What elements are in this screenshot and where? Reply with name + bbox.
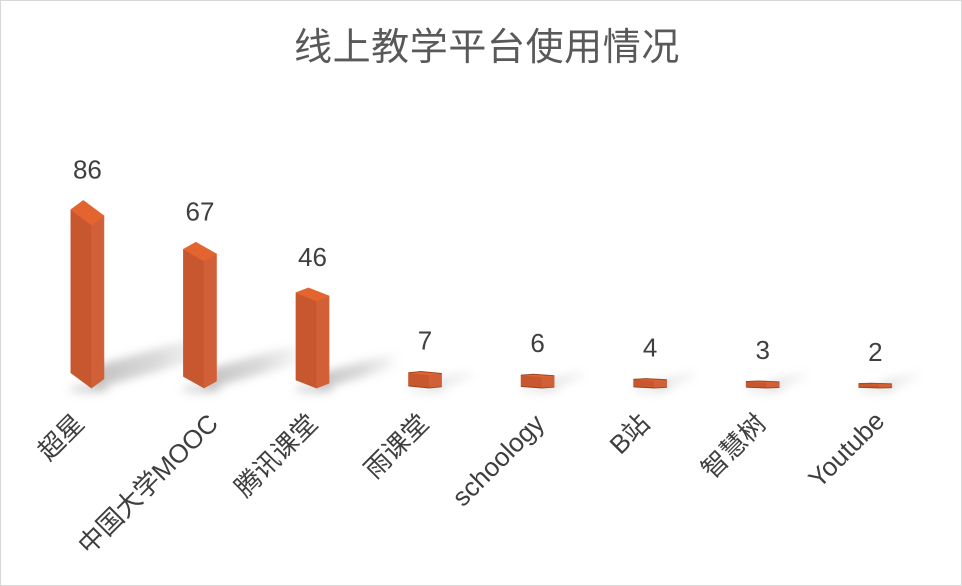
bar-face-front xyxy=(520,374,543,389)
bar-shadow-band xyxy=(543,368,588,390)
bar-face-side xyxy=(766,381,780,389)
category-label[interactable]: B站 xyxy=(603,408,655,460)
bar-top-rim xyxy=(858,382,892,385)
category-label[interactable]: 超星 xyxy=(32,408,90,466)
bar-top-rim xyxy=(633,378,667,381)
bar-bottom-rim xyxy=(408,385,442,389)
bar[interactable] xyxy=(183,241,217,389)
bar-shadow-band xyxy=(93,334,209,390)
bar[interactable] xyxy=(295,287,330,389)
bar[interactable] xyxy=(633,378,668,389)
chart-title: 线上教学平台使用情况 xyxy=(293,27,680,69)
bar-face-side xyxy=(203,253,217,389)
bar-shadow-band xyxy=(431,368,476,390)
bar-bottom-rim xyxy=(858,386,892,389)
category-label[interactable]: 智慧树 xyxy=(695,408,771,484)
bar-face-side xyxy=(428,373,442,389)
bar-shadow xyxy=(182,342,304,393)
bar-shadow-band xyxy=(206,342,304,390)
bar[interactable] xyxy=(520,373,555,389)
bar-shadow-base xyxy=(182,385,223,393)
bar-bottom-rim xyxy=(633,386,667,389)
bar[interactable] xyxy=(70,200,105,389)
data-label: 46 xyxy=(298,242,327,272)
bar-face-top xyxy=(70,200,105,226)
bar-shadow xyxy=(294,351,398,393)
data-labels: 86 67 46 7 6 4 3 2 xyxy=(73,155,883,368)
bar-face-side xyxy=(541,375,555,389)
data-label: 4 xyxy=(643,333,657,363)
bar-shadow-base xyxy=(69,385,110,393)
data-label: 86 xyxy=(73,155,102,185)
bar-face-front xyxy=(183,248,205,389)
bar[interactable] xyxy=(408,371,442,389)
bar-shadow xyxy=(857,370,922,393)
bar-face-front xyxy=(408,372,430,389)
bar-face-side xyxy=(316,295,330,389)
bar-face-front xyxy=(70,209,92,389)
data-label: 2 xyxy=(868,337,882,367)
bar-face-side xyxy=(653,379,668,389)
category-label[interactable]: 腾讯课堂 xyxy=(229,408,324,503)
data-label: 7 xyxy=(418,326,432,356)
bars xyxy=(70,200,893,389)
bar-top-rim xyxy=(408,371,442,375)
data-label: 67 xyxy=(186,196,215,226)
bar-top-rim xyxy=(521,373,555,377)
bar-face-front xyxy=(295,292,317,389)
bar-shadow-base xyxy=(294,385,335,393)
category-label[interactable]: schoology xyxy=(446,408,550,512)
data-label: 3 xyxy=(755,335,769,365)
bar[interactable] xyxy=(745,380,780,389)
category-label[interactable]: Youtube xyxy=(802,406,890,494)
category-label[interactable]: 中国大学MOOC xyxy=(72,408,224,560)
bar-bottom-rim xyxy=(521,386,555,389)
bar-face-side xyxy=(91,215,105,389)
bar-shadow-band xyxy=(318,351,398,390)
bar-bottom-rim xyxy=(746,386,780,389)
bar[interactable] xyxy=(858,382,893,389)
category-label[interactable]: 雨课堂 xyxy=(358,408,434,484)
bar-face-top xyxy=(183,241,217,262)
data-label: 6 xyxy=(530,328,544,358)
bar-top-rim xyxy=(746,380,780,383)
bar-face-top xyxy=(295,287,330,302)
bar-shadow xyxy=(69,334,209,393)
